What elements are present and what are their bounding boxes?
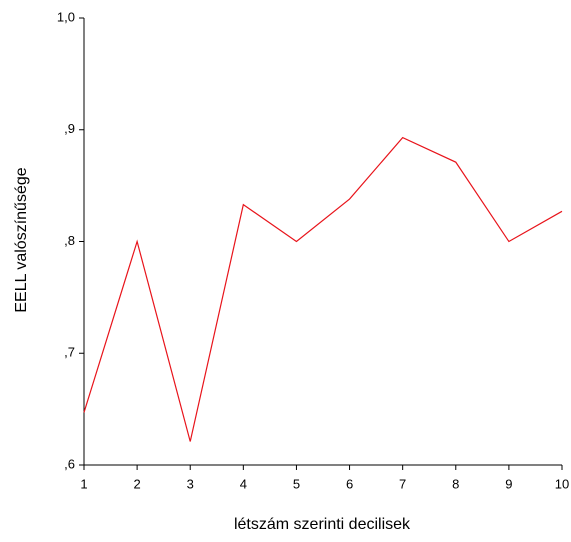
x-tick-label: 9 bbox=[505, 476, 512, 491]
line bbox=[83, 136, 563, 442]
x-tick-label: 5 bbox=[293, 476, 300, 491]
x-axis-label: létszám szerinti decilisek bbox=[234, 516, 411, 533]
x-tick-label: 10 bbox=[555, 476, 569, 491]
y-tick-label: ,6 bbox=[64, 456, 75, 471]
y-tick-label: ,8 bbox=[64, 233, 75, 248]
x-tick-label: 2 bbox=[133, 476, 140, 491]
x-tick-label: 4 bbox=[240, 476, 247, 491]
x-tick-label: 3 bbox=[187, 476, 194, 491]
x-tick-label: 1 bbox=[80, 476, 87, 491]
y-tick-label: ,9 bbox=[64, 121, 75, 136]
x-tick-label: 6 bbox=[346, 476, 353, 491]
y-tick-label: 1,0 bbox=[57, 9, 75, 24]
x-tick-label: 8 bbox=[452, 476, 459, 491]
y-axis-label: EELL valószínűsége bbox=[13, 167, 30, 312]
y-tick-label: ,7 bbox=[64, 345, 75, 360]
x-tick-label: 7 bbox=[399, 476, 406, 491]
